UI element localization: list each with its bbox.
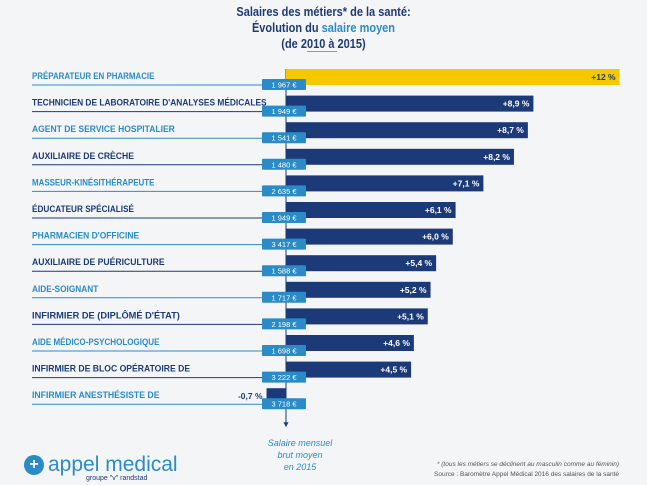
category-label: INFIRMIER ANESTHÉSISTE DE (32, 390, 160, 400)
bar (286, 335, 414, 351)
salary-value: 1 588 € (271, 267, 297, 276)
bar (286, 95, 534, 112)
bar (286, 175, 484, 192)
bar (286, 69, 620, 85)
category-label: TECHNICIEN DE LABORATOIRE D'ANALYSES MÉD… (32, 98, 267, 108)
category-label: MASSEUR-KINÉSITHÉRAPEUTE (32, 177, 154, 187)
category-label: AUXILIAIRE DE CRÈCHE (32, 151, 134, 161)
value-label: +6,0 % (422, 232, 449, 242)
value-label: +5,1 % (397, 311, 424, 321)
category-label: AIDE MÉDICO-PSYCHOLOGIQUE (32, 337, 160, 347)
salary-badge (262, 212, 306, 223)
bar-chart: PRÉPARATEUR EN PHARMACIE +12 % 1 967 € TECH… (32, 69, 620, 428)
value-label: +8,9 % (503, 99, 530, 109)
title-divider (307, 51, 337, 52)
value-label: +4,5 % (380, 365, 407, 375)
chart-title: Salaires des métiers* de la santé: Évolu… (236, 5, 411, 51)
category-label: PHARMACIEN D'OFFICINE (32, 231, 139, 241)
value-label: +5,4 % (405, 258, 432, 268)
salary-badge (262, 398, 306, 410)
bar (286, 202, 456, 218)
salary-badge (262, 318, 306, 330)
salary-badge (262, 371, 306, 383)
category-label: AGENT DE SERVICE HOSPITALIER (32, 124, 175, 134)
arrow-down-icon (283, 422, 289, 428)
salary-value: 1 949 € (271, 107, 297, 116)
salary-badge (262, 291, 306, 303)
salary-value: 1 541 € (271, 134, 297, 143)
footer: * (tous les métiers se déclinent au masc… (434, 461, 619, 478)
value-label: -0,7 % (238, 391, 263, 401)
bar (286, 122, 528, 139)
value-label: +5,2 % (400, 285, 427, 295)
bar (286, 255, 437, 272)
bar (286, 308, 428, 325)
salary-axis-note: Salaire mensuel brut moyen en 2015 (267, 438, 333, 472)
salary-value: 3 417 € (271, 240, 297, 249)
salary-badge (262, 238, 306, 250)
cross-icon: + (24, 455, 44, 475)
category-label: AIDE-SOIGNANT (32, 284, 99, 294)
category-label: INFIRMIER DE (DIPLÔMÉ D'ÉTAT) (32, 309, 180, 320)
salary-value: 1 717 € (271, 293, 297, 302)
salary-value: 2 635 € (271, 187, 297, 196)
value-label: +7,1 % (453, 178, 480, 188)
salary-value: 3 718 € (271, 400, 297, 409)
salary-badge (262, 345, 306, 356)
category-label: ÉDUCATEUR SPÉCIALISÉ (32, 204, 134, 214)
salary-value: 1 480 € (271, 160, 297, 169)
salary-badge (262, 132, 306, 144)
salary-badge (262, 265, 306, 277)
salary-badge (262, 105, 306, 117)
value-label: +4,6 % (383, 338, 410, 348)
value-label: +6,1 % (425, 205, 452, 215)
salary-value: 1 698 € (271, 347, 297, 356)
bar (286, 148, 514, 165)
salary-badge (262, 79, 306, 90)
salary-badge (262, 185, 306, 197)
salary-value: 1 949 € (271, 214, 297, 223)
salary-value: 2 198 € (271, 320, 297, 329)
value-label: +8,2 % (483, 152, 510, 162)
bar (286, 281, 431, 298)
category-label: PRÉPARATEUR EN PHARMACIE (32, 71, 154, 81)
bar (286, 228, 453, 245)
salary-value: 1 967 € (271, 81, 297, 90)
salary-badge (262, 158, 306, 170)
bar (286, 361, 412, 378)
value-label: +12 % (591, 72, 616, 82)
value-label: +8,7 % (497, 125, 524, 135)
category-label: AUXILIAIRE DE PUÉRICULTURE (32, 257, 165, 267)
salary-value: 3 222 € (271, 373, 297, 382)
category-label: INFIRMIER DE BLOC OPÉRATOIRE DE (32, 364, 190, 374)
appel-medical-logo: + appel medical groupe "v" randstad (24, 454, 178, 482)
